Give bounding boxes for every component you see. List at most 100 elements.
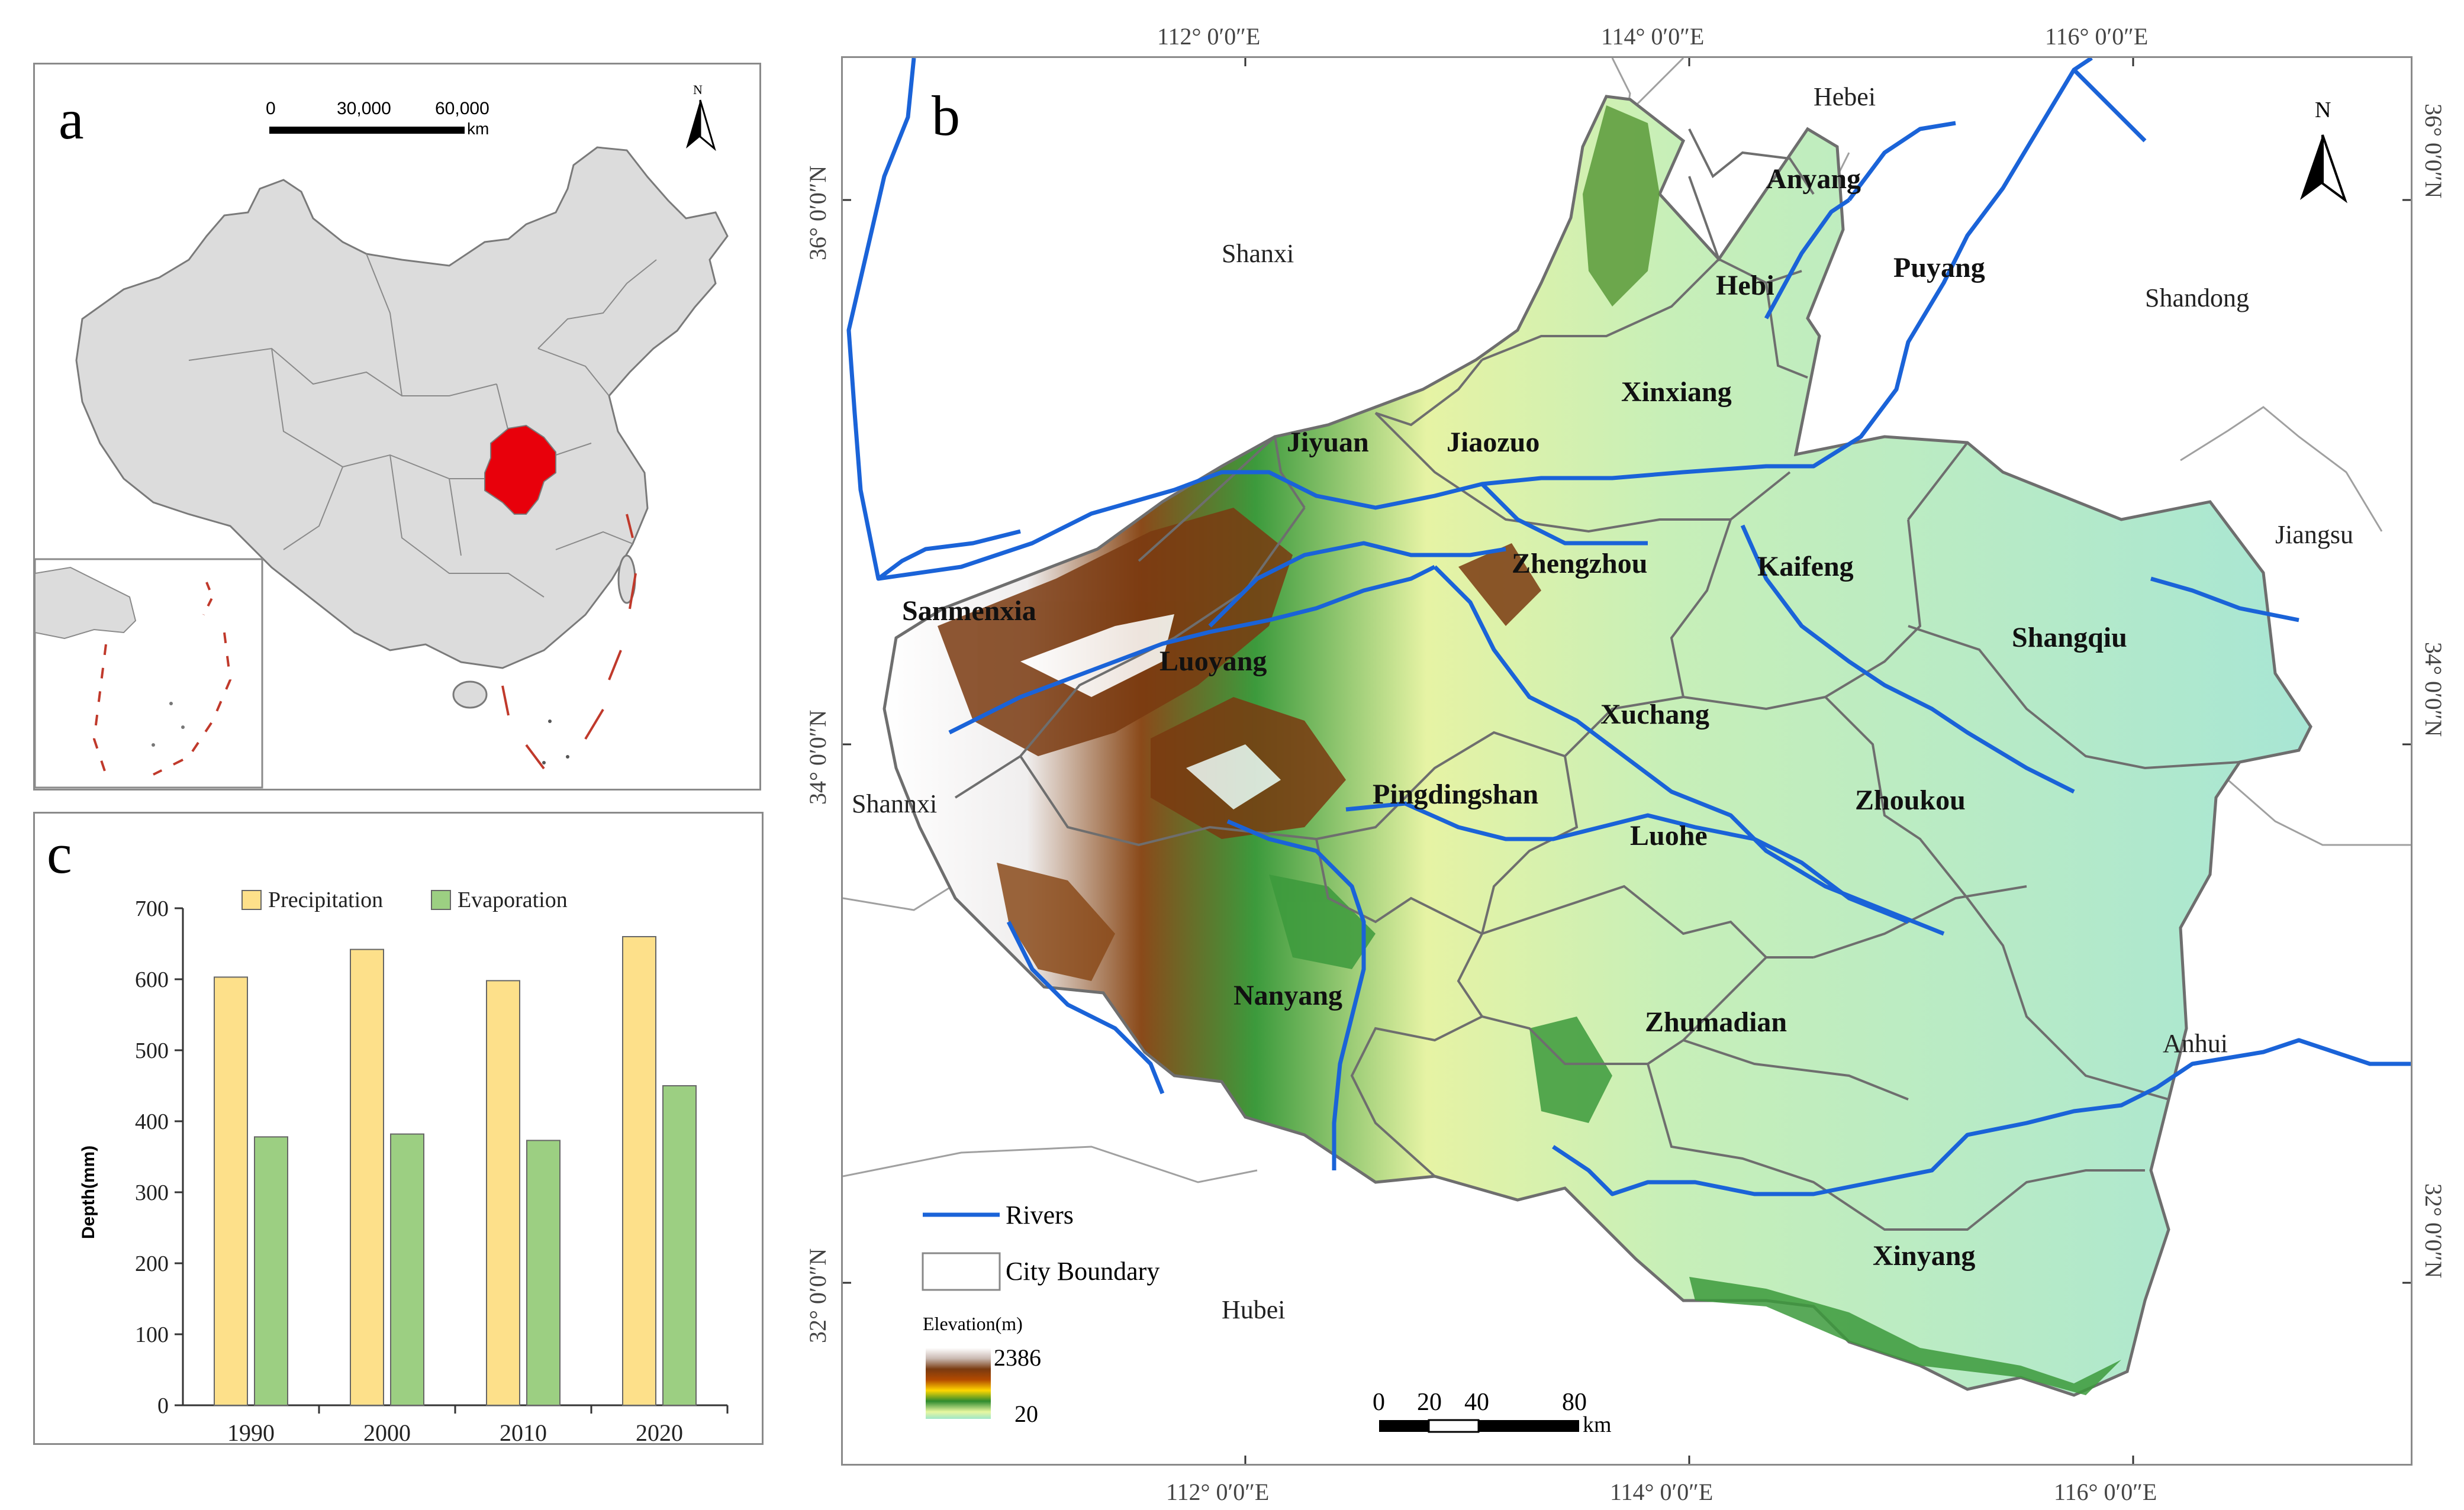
y-tick-label: 100 xyxy=(135,1322,169,1347)
svg-text:N: N xyxy=(2315,98,2331,122)
y-tick-label: 700 xyxy=(135,896,169,921)
x-tick-label: 1990 xyxy=(227,1419,275,1443)
city-label-nanyang: Nanyang xyxy=(1233,980,1342,1011)
province-label-hebei: Hebei xyxy=(1814,82,1876,111)
china-outline xyxy=(75,146,729,709)
city-label-puyang: Puyang xyxy=(1893,252,1985,283)
city-label-xinyang: Xinyang xyxy=(1873,1240,1975,1272)
scale-b-tick-40: 40 xyxy=(1464,1389,1489,1416)
legend-boundary-swatch xyxy=(922,1252,1001,1291)
city-label-jiaozuo: Jiaozuo xyxy=(1447,427,1539,458)
panel-a-letter: a xyxy=(59,88,84,151)
legend-elevation-min: 20 xyxy=(1014,1401,1038,1427)
right-tick-32: 32° 0′0″N xyxy=(2420,1183,2447,1278)
bottom-tick-116: 116° 0′0″E xyxy=(2054,1479,2157,1505)
right-tick-36: 36° 0′0″N xyxy=(2420,104,2447,198)
bar-evaporation-2020 xyxy=(662,1085,697,1406)
y-tick-label: 200 xyxy=(135,1251,169,1276)
panel-b-letter: b xyxy=(932,84,960,147)
scale-unit: km xyxy=(467,120,489,138)
city-label-pingdingshan: Pingdingshan xyxy=(1373,779,1538,810)
province-label-jiangsu: Jiangsu xyxy=(2275,520,2353,549)
bar-evaporation-2000 xyxy=(390,1133,424,1406)
city-label-sanmenxia: Sanmenxia xyxy=(902,595,1036,627)
province-label-anhui: Anhui xyxy=(2163,1029,2228,1058)
henan-terrain xyxy=(882,95,2312,1397)
city-label-kaifeng: Kaifeng xyxy=(1757,551,1854,582)
top-tick-114: 114° 0′0″E xyxy=(1601,23,1704,50)
y-tick-label: 300 xyxy=(135,1180,169,1205)
city-label-shangqiu: Shangqiu xyxy=(2012,622,2127,653)
city-label-zhoukou: Zhoukou xyxy=(1855,785,1966,816)
bar-precipitation-2020 xyxy=(622,936,656,1406)
bar-precipitation-2010 xyxy=(486,980,520,1406)
left-tick-32: 32° 0′0″N xyxy=(804,1248,831,1343)
legend-swatch-evaporation xyxy=(431,890,451,910)
panel-c-letter: c xyxy=(47,822,72,885)
city-label-anyang: Anyang xyxy=(1766,163,1861,195)
scale-b-tick-20: 20 xyxy=(1417,1389,1442,1416)
city-labels: Anyang Hebi Puyang Xinxiang Jiyuan Jiaoz… xyxy=(902,163,2127,1272)
panel-c-bar-chart: c Depth(mm) 0 100 200 300 400 500 600 700 1990 20… xyxy=(33,812,764,1446)
scale-b-unit: km xyxy=(1583,1412,1612,1437)
scale-tick-60000: 60,000 xyxy=(435,99,489,118)
bar-evaporation-1990 xyxy=(254,1136,288,1406)
city-label-zhumadian: Zhumadian xyxy=(1645,1006,1787,1038)
top-tick-112: 112° 0′0″E xyxy=(1157,23,1260,50)
y-tick-label: 0 xyxy=(157,1393,169,1418)
nine-dash-line xyxy=(501,514,637,770)
city-label-jiyuan: Jiyuan xyxy=(1287,427,1369,458)
legend-swatch-precipitation xyxy=(241,890,262,910)
city-label-zhengzhou: Zhengzhou xyxy=(1512,548,1647,579)
panel-b-scale-bar: 0 20 40 80 km xyxy=(1373,1389,1612,1437)
right-tick-34: 34° 0′0″N xyxy=(2420,642,2447,737)
map-legend: Rivers City Boundary Elevation(m) 2386 2… xyxy=(922,1201,1159,1427)
province-label-shandong: Shandong xyxy=(2145,283,2249,312)
city-label-xuchang: Xuchang xyxy=(1600,699,1709,730)
henan-highlight xyxy=(484,424,556,515)
bottom-tick-112: 112° 0′0″E xyxy=(1166,1479,1269,1505)
x-tick-label: 2000 xyxy=(363,1419,411,1443)
legend-label-precipitation: Precipitation xyxy=(268,888,383,912)
province-label-hubei: Hubei xyxy=(1222,1295,1286,1324)
scale-b-tick-80: 80 xyxy=(1562,1389,1587,1416)
x-tick-label: 2010 xyxy=(500,1419,547,1443)
legend-elevation-title: Elevation(m) xyxy=(923,1313,1023,1334)
legend-city-boundary-label: City Boundary xyxy=(1006,1257,1159,1286)
y-tick-label: 600 xyxy=(135,967,169,992)
y-tick-label: 500 xyxy=(135,1038,169,1063)
y-axis-label: Depth(mm) xyxy=(79,1146,98,1239)
svg-text:N: N xyxy=(693,82,703,97)
left-tick-36: 36° 0′0″N xyxy=(804,166,831,260)
legend-elevation-max: 2386 xyxy=(994,1344,1041,1371)
bar-precipitation-2000 xyxy=(350,948,384,1406)
scale-tick-0: 0 xyxy=(266,99,276,118)
province-labels: Hebei Shanxi Shandong Jiangsu Shannxi An… xyxy=(852,82,2353,1324)
city-label-luohe: Luohe xyxy=(1630,820,1708,851)
panel-b-henan-map: b xyxy=(841,56,2413,1466)
y-tick-label: 400 xyxy=(135,1109,169,1134)
scale-tick-30000: 30,000 xyxy=(337,99,391,118)
left-tick-34: 34° 0′0″N xyxy=(804,710,831,805)
legend-rivers-label: Rivers xyxy=(1006,1201,1074,1230)
legend-elevation-ramp xyxy=(926,1348,991,1419)
legend-label-evaporation: Evaporation xyxy=(458,888,568,912)
scale-b-tick-0: 0 xyxy=(1373,1389,1385,1416)
x-tick-label: 2020 xyxy=(636,1419,683,1443)
province-label-shannxi: Shannxi xyxy=(852,789,937,818)
south-china-sea-inset xyxy=(34,558,263,789)
city-label-xinxiang: Xinxiang xyxy=(1621,376,1732,408)
bar-evaporation-2010 xyxy=(526,1140,561,1406)
panel-a-china-map: a 0 30,000 60,000 km N xyxy=(33,63,761,791)
bottom-tick-114: 114° 0′0″E xyxy=(1610,1479,1713,1505)
province-label-shanxi: Shanxi xyxy=(1222,239,1294,268)
rivers xyxy=(846,56,2411,1196)
mountain-relief xyxy=(938,105,2121,1395)
bar-precipitation-1990 xyxy=(214,976,248,1406)
graticule-ticks xyxy=(843,58,2411,1464)
north-arrow-icon: N xyxy=(2300,98,2347,204)
north-arrow-icon: N xyxy=(686,82,716,151)
top-tick-116: 116° 0′0″E xyxy=(2045,23,2148,50)
city-label-luoyang: Luoyang xyxy=(1159,646,1267,677)
city-label-hebi: Hebi xyxy=(1716,270,1774,301)
